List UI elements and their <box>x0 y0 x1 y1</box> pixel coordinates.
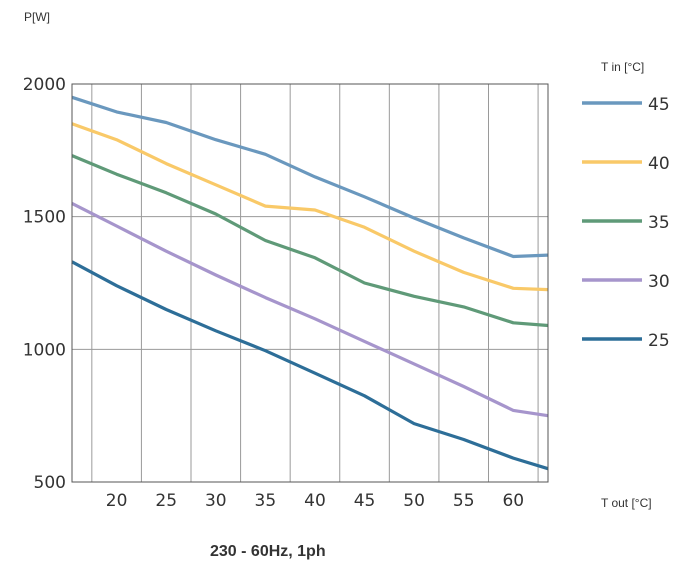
legend-label-40: 40 <box>648 154 670 174</box>
legend-label-45: 45 <box>648 95 670 115</box>
y-tick-label: 2000 <box>23 75 66 95</box>
series-line-35 <box>71 154 549 328</box>
y-tick-label: 1500 <box>23 208 66 228</box>
series-group <box>71 95 549 471</box>
y-axis-label: P[W] <box>24 10 50 24</box>
x-tick-label: 30 <box>205 491 227 511</box>
axes: 500 1000 1500 2000 20 25 30 35 40 45 50 55 60 <box>23 75 549 511</box>
x-tick-label: 35 <box>255 491 277 511</box>
series-line-25 <box>71 260 549 471</box>
legend-label-35: 35 <box>648 213 670 233</box>
x-tick-label: 45 <box>354 491 376 511</box>
series-line-30 <box>71 201 549 418</box>
x-tick-label: 25 <box>155 491 177 511</box>
x-tick-label: 60 <box>502 491 524 511</box>
grid <box>72 83 548 483</box>
x-tick-label: 20 <box>106 491 128 511</box>
legend-label-25: 25 <box>648 331 670 351</box>
legend-title: T in [°C] <box>601 60 644 74</box>
legend: 45 40 35 30 25 <box>582 95 670 351</box>
y-tick-label: 1000 <box>23 340 66 360</box>
x-tick-label: 55 <box>453 491 475 511</box>
series-line-45 <box>71 95 549 259</box>
y-tick-label: 500 <box>34 473 66 493</box>
legend-label-30: 30 <box>648 272 670 292</box>
x-axis-label: T out [°C] <box>601 496 652 510</box>
x-tick-label: 50 <box>403 491 425 511</box>
x-tick-label: 40 <box>304 491 326 511</box>
series-line-40 <box>71 122 549 292</box>
plot-frame <box>71 83 549 483</box>
chart-caption: 230 - 60Hz, 1ph <box>210 543 326 560</box>
